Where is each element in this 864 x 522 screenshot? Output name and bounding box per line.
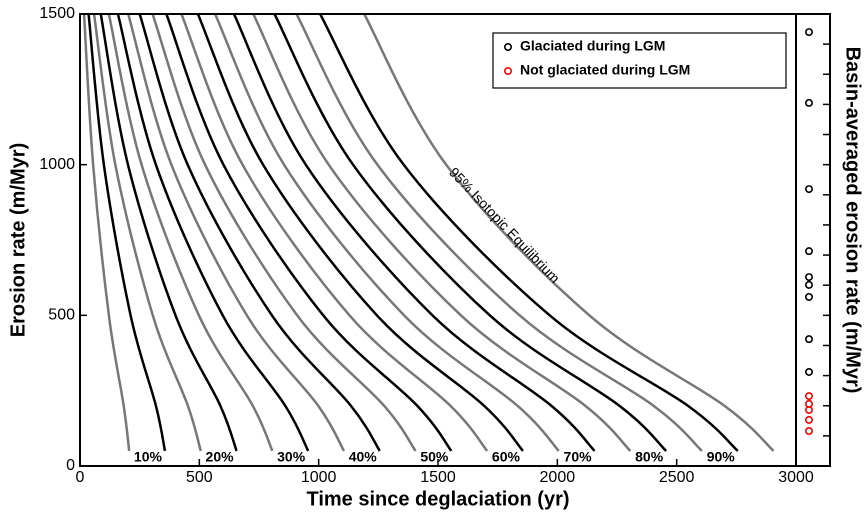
contour-line [127, 14, 346, 452]
curve-label: 30% [277, 449, 306, 465]
marker [804, 335, 813, 344]
legend-box [492, 32, 787, 89]
contour-line [138, 14, 381, 452]
curve-label: 50% [420, 449, 449, 465]
y-tick-label: 0 [66, 457, 75, 474]
contour-line [295, 14, 703, 452]
contour-line [180, 14, 489, 452]
x-tick-label: 3000 [778, 469, 814, 486]
contour-line [165, 14, 453, 452]
plot-frame [79, 13, 831, 467]
y-tick-label: 500 [48, 307, 75, 324]
contour-line [319, 14, 739, 452]
y-tick-label: 1500 [39, 5, 75, 22]
curve-label: 95% Isotopic Equilibrium [446, 164, 563, 286]
curve-label: 20% [206, 449, 235, 465]
contour-line [363, 14, 775, 452]
contour-line [116, 14, 310, 452]
y-axis-title: Erosion rate (m/Myr) [7, 143, 29, 337]
contour-line [82, 14, 131, 452]
marker [804, 280, 813, 289]
x-axis-title: Time since deglaciation (yr) [306, 488, 569, 510]
marker [804, 427, 813, 436]
marker [804, 98, 813, 107]
marker [804, 367, 813, 376]
marker [804, 415, 813, 424]
contour-line [196, 14, 524, 452]
contour-line [273, 14, 668, 452]
contour-line [151, 14, 417, 452]
contour-line [252, 14, 632, 452]
marker [804, 292, 813, 301]
x-tick-label: 1500 [420, 469, 456, 486]
curve-label: 90% [707, 449, 736, 465]
legend-marker [503, 42, 512, 51]
y2-axis-title: Basin-averaged erosion rate (m/Myr) [842, 47, 864, 394]
x-tick-label: 1000 [301, 469, 337, 486]
marker [804, 185, 813, 194]
marker [804, 392, 813, 401]
curve-label: 80% [635, 449, 664, 465]
marker [804, 273, 813, 282]
contour-line [92, 14, 202, 452]
x-tick-label: 500 [186, 469, 213, 486]
curve-label: 70% [564, 449, 593, 465]
contour-line [87, 14, 167, 452]
marker [804, 405, 813, 414]
curve-label: 10% [134, 449, 163, 465]
legend-marker [503, 67, 512, 76]
x-tick-label: 2000 [540, 469, 576, 486]
contour-line [213, 14, 560, 452]
contour-line [232, 14, 596, 452]
x-tick-label: 0 [76, 469, 85, 486]
y-tick-label: 1000 [39, 156, 75, 173]
curve-label: 60% [492, 449, 521, 465]
x-tick-label: 2500 [659, 469, 695, 486]
marker [804, 247, 813, 256]
legend-label: Glaciated during LGM [520, 38, 665, 54]
curve-label: 40% [349, 449, 378, 465]
contour-line [99, 14, 238, 452]
marker [804, 28, 813, 37]
contour-line [107, 14, 274, 452]
legend-label: Not glaciated during LGM [520, 62, 690, 78]
